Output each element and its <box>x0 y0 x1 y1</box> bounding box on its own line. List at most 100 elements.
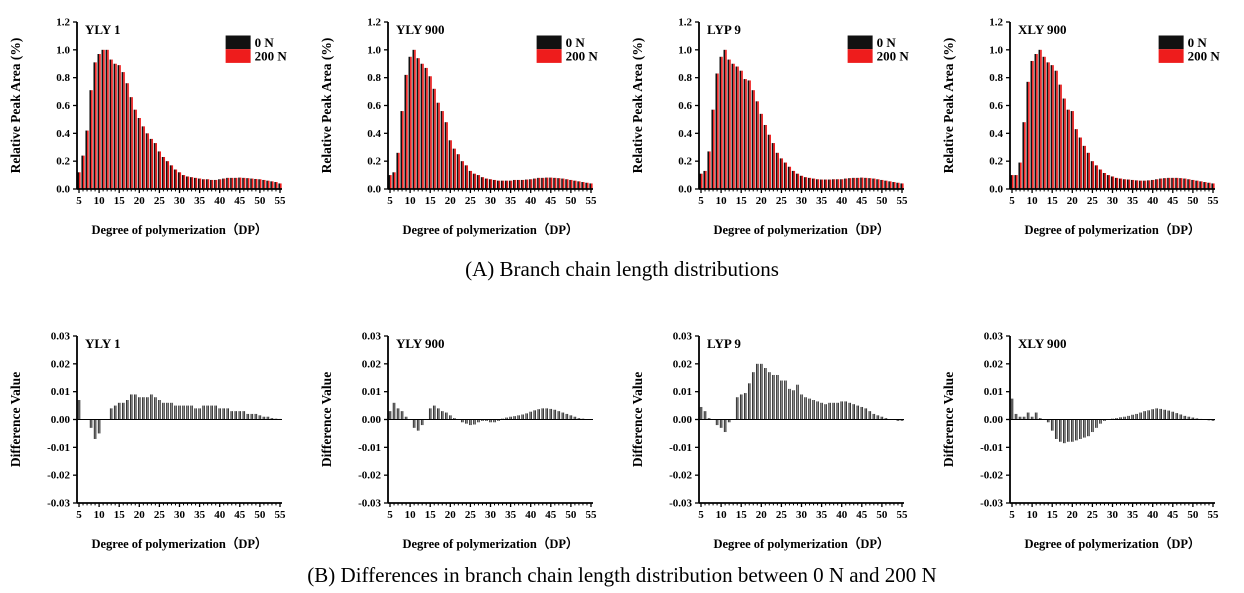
svg-text:200 N: 200 N <box>566 49 599 64</box>
svg-text:Degree of polymerization（DP）: Degree of polymerization（DP） <box>1024 222 1200 237</box>
svg-text:1.0: 1.0 <box>989 44 1003 56</box>
svg-text:25: 25 <box>776 195 788 207</box>
svg-text:15: 15 <box>736 509 748 521</box>
svg-text:Difference Value: Difference Value <box>941 372 956 467</box>
svg-text:LYP 9: LYP 9 <box>707 336 741 351</box>
svg-text:0.2: 0.2 <box>367 156 381 168</box>
svg-text:55: 55 <box>896 509 908 521</box>
svg-text:0.8: 0.8 <box>678 72 692 84</box>
svg-text:Degree of polymerization（DP）: Degree of polymerization（DP） <box>402 222 578 237</box>
svg-text:YLY 1: YLY 1 <box>85 336 121 351</box>
svg-text:0.4: 0.4 <box>56 128 70 140</box>
svg-text:20: 20 <box>1067 509 1079 521</box>
svg-text:0.00: 0.00 <box>51 414 71 426</box>
svg-text:10: 10 <box>405 509 417 521</box>
svg-text:45: 45 <box>856 195 868 207</box>
svg-text:25: 25 <box>1087 509 1099 521</box>
svg-text:35: 35 <box>194 195 206 207</box>
svg-text:1.2: 1.2 <box>678 17 692 29</box>
svg-text:0.4: 0.4 <box>989 128 1003 140</box>
svg-text:0.0: 0.0 <box>989 184 1003 196</box>
svg-text:20: 20 <box>756 509 768 521</box>
svg-text:55: 55 <box>274 509 286 521</box>
svg-text:Degree of polymerization（DP）: Degree of polymerization（DP） <box>402 536 578 551</box>
svg-text:35: 35 <box>194 509 206 521</box>
svg-text:0.2: 0.2 <box>56 156 70 168</box>
svg-text:40: 40 <box>214 195 226 207</box>
svg-text:-0.03: -0.03 <box>358 498 381 510</box>
svg-text:XLY 900: XLY 900 <box>1018 22 1067 37</box>
svg-text:5: 5 <box>1009 195 1015 207</box>
svg-text:Difference Value: Difference Value <box>8 372 23 467</box>
svg-text:20: 20 <box>134 195 146 207</box>
svg-text:40: 40 <box>1147 509 1159 521</box>
svg-text:50: 50 <box>254 509 266 521</box>
svg-text:Difference Value: Difference Value <box>319 372 334 467</box>
svg-text:50: 50 <box>254 195 266 207</box>
svg-text:LYP 9: LYP 9 <box>707 22 741 37</box>
svg-text:Difference Value: Difference Value <box>630 372 645 467</box>
svg-text:0.6: 0.6 <box>56 100 70 112</box>
svg-text:30: 30 <box>796 509 808 521</box>
svg-text:0.2: 0.2 <box>678 156 692 168</box>
svg-text:-0.01: -0.01 <box>358 442 381 454</box>
svg-text:XLY 900: XLY 900 <box>1018 336 1067 351</box>
svg-text:10: 10 <box>716 195 728 207</box>
svg-text:0.8: 0.8 <box>56 72 70 84</box>
svg-text:15: 15 <box>425 509 437 521</box>
svg-text:-0.03: -0.03 <box>669 498 692 510</box>
svg-text:1.2: 1.2 <box>56 17 70 29</box>
svg-text:1.0: 1.0 <box>56 44 70 56</box>
svg-text:0.01: 0.01 <box>673 386 692 398</box>
svg-text:0.00: 0.00 <box>362 414 382 426</box>
svg-text:-0.03: -0.03 <box>980 498 1003 510</box>
svg-text:Relative Peak Area (%): Relative Peak Area (%) <box>8 38 23 174</box>
svg-text:30: 30 <box>485 509 497 521</box>
svg-text:40: 40 <box>214 509 226 521</box>
svg-text:10: 10 <box>94 509 106 521</box>
svg-text:20: 20 <box>445 509 457 521</box>
svg-text:40: 40 <box>836 509 848 521</box>
svg-text:35: 35 <box>505 509 516 521</box>
svg-text:25: 25 <box>465 509 477 521</box>
svg-text:45: 45 <box>1167 195 1179 207</box>
svg-text:10: 10 <box>716 509 728 521</box>
svg-text:0.03: 0.03 <box>51 331 71 343</box>
svg-text:15: 15 <box>114 509 126 521</box>
svg-text:45: 45 <box>1167 509 1179 521</box>
svg-text:50: 50 <box>876 509 888 521</box>
svg-text:-0.01: -0.01 <box>669 442 692 454</box>
svg-text:5: 5 <box>698 195 704 207</box>
svg-text:55: 55 <box>274 195 286 207</box>
svg-text:30: 30 <box>1107 509 1119 521</box>
svg-text:0.01: 0.01 <box>51 386 70 398</box>
svg-text:35: 35 <box>816 195 828 207</box>
svg-text:55: 55 <box>1207 195 1219 207</box>
svg-text:0.02: 0.02 <box>673 358 693 370</box>
svg-text:0.8: 0.8 <box>989 72 1003 84</box>
svg-text:20: 20 <box>756 195 768 207</box>
svg-text:0.0: 0.0 <box>678 184 692 196</box>
svg-text:35: 35 <box>1127 195 1139 207</box>
svg-text:5: 5 <box>387 509 393 521</box>
svg-text:200 N: 200 N <box>255 49 288 64</box>
svg-text:55: 55 <box>585 509 597 521</box>
svg-text:15: 15 <box>1047 509 1059 521</box>
svg-text:20: 20 <box>134 509 146 521</box>
svg-text:55: 55 <box>585 195 597 207</box>
svg-text:35: 35 <box>1127 509 1139 521</box>
svg-text:45: 45 <box>545 195 557 207</box>
svg-text:10: 10 <box>94 195 106 207</box>
svg-text:1.2: 1.2 <box>367 17 381 29</box>
svg-text:40: 40 <box>1147 195 1159 207</box>
svg-text:10: 10 <box>405 195 417 207</box>
svg-text:0.01: 0.01 <box>984 386 1003 398</box>
svg-text:0.01: 0.01 <box>362 386 381 398</box>
svg-text:-0.03: -0.03 <box>47 498 70 510</box>
svg-text:15: 15 <box>425 195 437 207</box>
svg-text:5: 5 <box>76 509 82 521</box>
svg-text:Relative Peak Area (%): Relative Peak Area (%) <box>319 38 334 174</box>
svg-text:Relative Peak Area (%): Relative Peak Area (%) <box>630 38 645 174</box>
svg-text:Degree of polymerization（DP）: Degree of polymerization（DP） <box>713 536 889 551</box>
svg-text:Degree of polymerization（DP）: Degree of polymerization（DP） <box>91 536 267 551</box>
